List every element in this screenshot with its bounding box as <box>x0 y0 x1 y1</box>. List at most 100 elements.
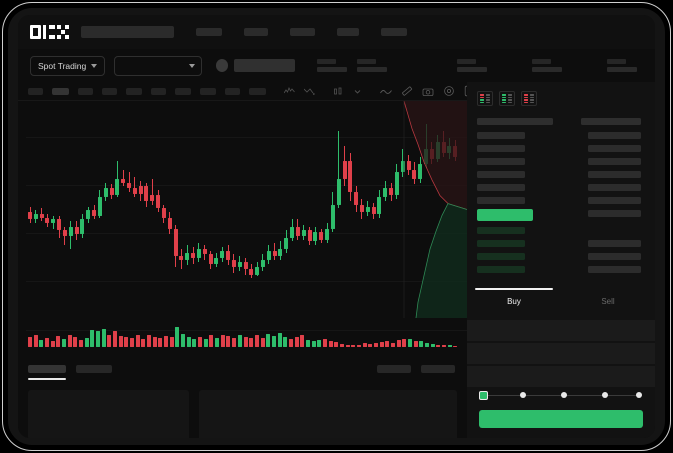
amount-slider[interactable] <box>479 390 643 400</box>
timeframe-4[interactable] <box>126 87 142 95</box>
volume-bar <box>181 333 186 347</box>
tab-buy[interactable]: Buy <box>467 288 561 314</box>
candle <box>255 261 260 277</box>
slider-step-2[interactable] <box>561 392 567 398</box>
nav-item-0[interactable] <box>196 28 222 36</box>
volume-bar <box>198 336 203 347</box>
stat-value <box>532 66 563 72</box>
candle <box>97 189 102 218</box>
compare-icon[interactable] <box>304 87 315 96</box>
orderbook-ask-price[interactable] <box>477 132 525 139</box>
nav-item-1[interactable] <box>244 28 268 36</box>
bottom-tab-1[interactable] <box>76 365 112 373</box>
chevron-down-icon[interactable] <box>353 87 362 96</box>
orderbook-ask-price[interactable] <box>477 184 525 191</box>
header-nav <box>196 28 407 36</box>
candle <box>167 212 172 235</box>
candle-body <box>132 188 137 194</box>
candle-wick <box>64 226 66 246</box>
candle-body <box>359 204 364 213</box>
chevron-down-icon <box>91 63 98 68</box>
bottom-right-tab-0[interactable] <box>377 365 411 373</box>
volume-bar <box>124 336 129 347</box>
settings-icon[interactable] <box>443 85 455 97</box>
orderbook-bids-icon[interactable] <box>499 91 515 106</box>
volume-bar <box>379 342 384 347</box>
market-stat-1 <box>357 58 388 72</box>
orderbook-bid-price[interactable] <box>477 253 525 260</box>
bottom-right-tab-1[interactable] <box>421 365 455 373</box>
orderbook-bid-price[interactable] <box>477 240 525 247</box>
market-mode-selector[interactable]: Spot Trading <box>30 55 106 76</box>
search-input[interactable] <box>81 26 174 38</box>
nav-item-3[interactable] <box>337 28 359 36</box>
app-screen: Spot Trading <box>18 15 655 438</box>
candle <box>173 224 178 268</box>
timeframe-3[interactable] <box>102 87 117 95</box>
ruler-icon[interactable] <box>401 85 413 97</box>
slider-step-1[interactable] <box>520 392 526 398</box>
orderbook-ask-price[interactable] <box>477 171 525 178</box>
volume-bar <box>39 340 44 347</box>
candle <box>39 208 44 222</box>
candle-body <box>447 145 452 154</box>
slider-step-0[interactable] <box>479 390 488 400</box>
candle-body <box>260 259 265 268</box>
stat-label <box>317 58 337 64</box>
bottom-panel-right[interactable] <box>199 390 457 438</box>
volume-bar <box>271 336 276 347</box>
volume-bar <box>33 334 38 347</box>
orderbook-bid-price[interactable] <box>477 266 525 273</box>
candle <box>156 189 161 213</box>
slider-step-4[interactable] <box>636 392 642 398</box>
candles-icon[interactable] <box>333 87 344 96</box>
order-field-2[interactable] <box>467 366 655 387</box>
orderbook-ask-price[interactable] <box>477 158 525 165</box>
candle-wick <box>128 171 130 192</box>
timeframe-0[interactable] <box>28 87 43 95</box>
timeframe-8[interactable] <box>225 87 240 95</box>
okx-logo[interactable] <box>30 25 69 39</box>
candle-body <box>167 217 172 229</box>
candle-body <box>103 188 108 198</box>
orderbook-asks-icon[interactable] <box>521 91 537 106</box>
candle <box>342 145 347 187</box>
timeframe-7[interactable] <box>200 87 216 95</box>
submit-order-button[interactable] <box>479 410 643 428</box>
volume-bar <box>226 336 231 347</box>
candle-body <box>226 250 231 260</box>
bottom-panel-left[interactable] <box>28 390 190 438</box>
orderbook-ask-price[interactable] <box>477 197 525 204</box>
camera-icon[interactable] <box>422 86 434 97</box>
order-book[interactable] <box>467 112 655 290</box>
pair-selector[interactable] <box>114 55 202 76</box>
timeframe-5[interactable] <box>151 87 166 95</box>
orderbook-spread-row[interactable] <box>477 209 533 221</box>
nav-item-2[interactable] <box>290 28 315 36</box>
candle <box>412 162 417 185</box>
timeframe-9[interactable] <box>249 87 266 95</box>
orderbook-ask-price[interactable] <box>477 145 525 152</box>
order-field-0[interactable] <box>467 320 655 341</box>
bottom-panel <box>18 355 467 438</box>
volume-bar <box>209 335 214 347</box>
candle-body <box>92 210 97 216</box>
volume-bar <box>203 338 208 347</box>
orderbook-both-icon[interactable] <box>477 91 493 106</box>
timeframe-2[interactable] <box>78 87 93 95</box>
indicator-icon[interactable] <box>284 86 295 96</box>
slider-step-3[interactable] <box>602 392 608 398</box>
candle <box>453 140 458 161</box>
timeframe-1[interactable] <box>52 87 69 95</box>
order-field-1[interactable] <box>467 343 655 364</box>
volume-bar <box>45 338 49 347</box>
line-chart-icon[interactable] <box>380 87 392 96</box>
timeframe-6[interactable] <box>175 87 191 95</box>
orderbook-bid-price[interactable] <box>477 227 525 234</box>
nav-item-4[interactable] <box>381 28 407 36</box>
tab-sell[interactable]: Sell <box>601 296 615 306</box>
bottom-tab-0[interactable] <box>28 365 66 380</box>
candle-body <box>144 186 149 201</box>
candle <box>57 215 62 238</box>
price-chart[interactable] <box>18 101 467 355</box>
